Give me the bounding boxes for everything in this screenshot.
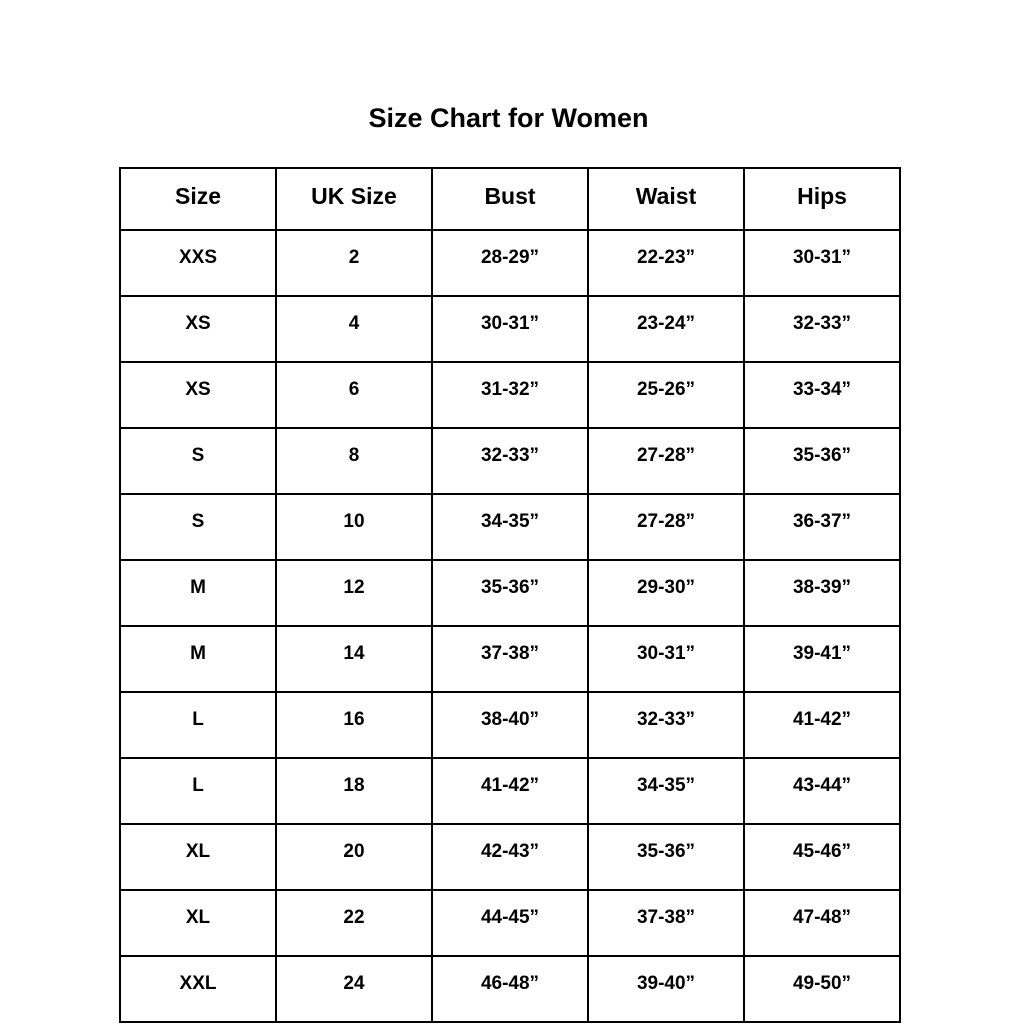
table-cell: 43-44” bbox=[743, 757, 901, 825]
table-cell: 8 bbox=[275, 427, 433, 495]
table-cell: 49-50” bbox=[743, 955, 901, 1023]
table-cell: 35-36” bbox=[587, 823, 745, 891]
table-row: M 14 37-38” 30-31” 39-41” bbox=[119, 625, 901, 693]
header-row: Size UK Size Bust Waist Hips bbox=[119, 167, 901, 231]
table-cell: 32-33” bbox=[743, 295, 901, 363]
table-cell: 44-45” bbox=[431, 889, 589, 957]
table-cell: 37-38” bbox=[431, 625, 589, 693]
table-row: S 8 32-33” 27-28” 35-36” bbox=[119, 427, 901, 495]
table-cell: XXS bbox=[119, 229, 277, 297]
table-cell: S bbox=[119, 493, 277, 561]
table-cell: 14 bbox=[275, 625, 433, 693]
table-cell: 24 bbox=[275, 955, 433, 1023]
table-cell: 6 bbox=[275, 361, 433, 429]
table-cell: 22 bbox=[275, 889, 433, 957]
table-row: XS 4 30-31” 23-24” 32-33” bbox=[119, 295, 901, 363]
table-cell: 34-35” bbox=[431, 493, 589, 561]
table-cell: 23-24” bbox=[587, 295, 745, 363]
table-cell: 39-40” bbox=[587, 955, 745, 1023]
table-row: S 10 34-35” 27-28” 36-37” bbox=[119, 493, 901, 561]
column-header: Size bbox=[119, 167, 277, 231]
table-body: XXS 2 28-29” 22-23” 30-31” XS 4 30-31” 23-24” 32-… bbox=[119, 229, 901, 1023]
table-cell: 27-28” bbox=[587, 427, 745, 495]
table-cell: 18 bbox=[275, 757, 433, 825]
table-cell: 37-38” bbox=[587, 889, 745, 957]
table-cell: 45-46” bbox=[743, 823, 901, 891]
size-chart-table: Size UK Size Bust Waist Hips XXS 2 28-29” 22-23… bbox=[119, 167, 901, 1023]
table-row: M 12 35-36” 29-30” 38-39” bbox=[119, 559, 901, 627]
table-cell: M bbox=[119, 559, 277, 627]
column-header: Bust bbox=[431, 167, 589, 231]
table-cell: 46-48” bbox=[431, 955, 589, 1023]
table-cell: 32-33” bbox=[587, 691, 745, 759]
table-cell: XL bbox=[119, 889, 277, 957]
table-cell: 39-41” bbox=[743, 625, 901, 693]
table-cell: XS bbox=[119, 295, 277, 363]
table-cell: 32-33” bbox=[431, 427, 589, 495]
table-cell: 35-36” bbox=[743, 427, 901, 495]
table-cell: S bbox=[119, 427, 277, 495]
table-cell: XXL bbox=[119, 955, 277, 1023]
table-cell: 36-37” bbox=[743, 493, 901, 561]
table-cell: 31-32” bbox=[431, 361, 589, 429]
table-cell: 41-42” bbox=[743, 691, 901, 759]
table-row: L 18 41-42” 34-35” 43-44” bbox=[119, 757, 901, 825]
table-cell: 12 bbox=[275, 559, 433, 627]
table-cell: 29-30” bbox=[587, 559, 745, 627]
table-row: XXL 24 46-48” 39-40” 49-50” bbox=[119, 955, 901, 1023]
table-cell: 28-29” bbox=[431, 229, 589, 297]
table-cell: 34-35” bbox=[587, 757, 745, 825]
table-cell: 42-43” bbox=[431, 823, 589, 891]
table-cell: 22-23” bbox=[587, 229, 745, 297]
table-row: XXS 2 28-29” 22-23” 30-31” bbox=[119, 229, 901, 297]
table-row: L 16 38-40” 32-33” 41-42” bbox=[119, 691, 901, 759]
table-cell: L bbox=[119, 757, 277, 825]
table-row: XL 22 44-45” 37-38” 47-48” bbox=[119, 889, 901, 957]
table-cell: M bbox=[119, 625, 277, 693]
table-row: XL 20 42-43” 35-36” 45-46” bbox=[119, 823, 901, 891]
table-cell: 2 bbox=[275, 229, 433, 297]
table-cell: L bbox=[119, 691, 277, 759]
column-header: Hips bbox=[743, 167, 901, 231]
table-cell: XS bbox=[119, 361, 277, 429]
column-header: UK Size bbox=[275, 167, 433, 231]
table-header: Size UK Size Bust Waist Hips bbox=[119, 167, 901, 231]
table-cell: 30-31” bbox=[743, 229, 901, 297]
table-cell: 16 bbox=[275, 691, 433, 759]
table-cell: 35-36” bbox=[431, 559, 589, 627]
table-cell: 38-40” bbox=[431, 691, 589, 759]
table-cell: 4 bbox=[275, 295, 433, 363]
table-cell: 25-26” bbox=[587, 361, 745, 429]
table-row: XS 6 31-32” 25-26” 33-34” bbox=[119, 361, 901, 429]
table-cell: 20 bbox=[275, 823, 433, 891]
table-cell: 38-39” bbox=[743, 559, 901, 627]
table-cell: 27-28” bbox=[587, 493, 745, 561]
column-header: Waist bbox=[587, 167, 745, 231]
table-cell: 33-34” bbox=[743, 361, 901, 429]
table-cell: 30-31” bbox=[431, 295, 589, 363]
page-title: Size Chart for Women bbox=[368, 103, 649, 133]
table-cell: 41-42” bbox=[431, 757, 589, 825]
table-cell: 10 bbox=[275, 493, 433, 561]
table-cell: 47-48” bbox=[743, 889, 901, 957]
table-cell: 30-31” bbox=[587, 625, 745, 693]
table-cell: XL bbox=[119, 823, 277, 891]
